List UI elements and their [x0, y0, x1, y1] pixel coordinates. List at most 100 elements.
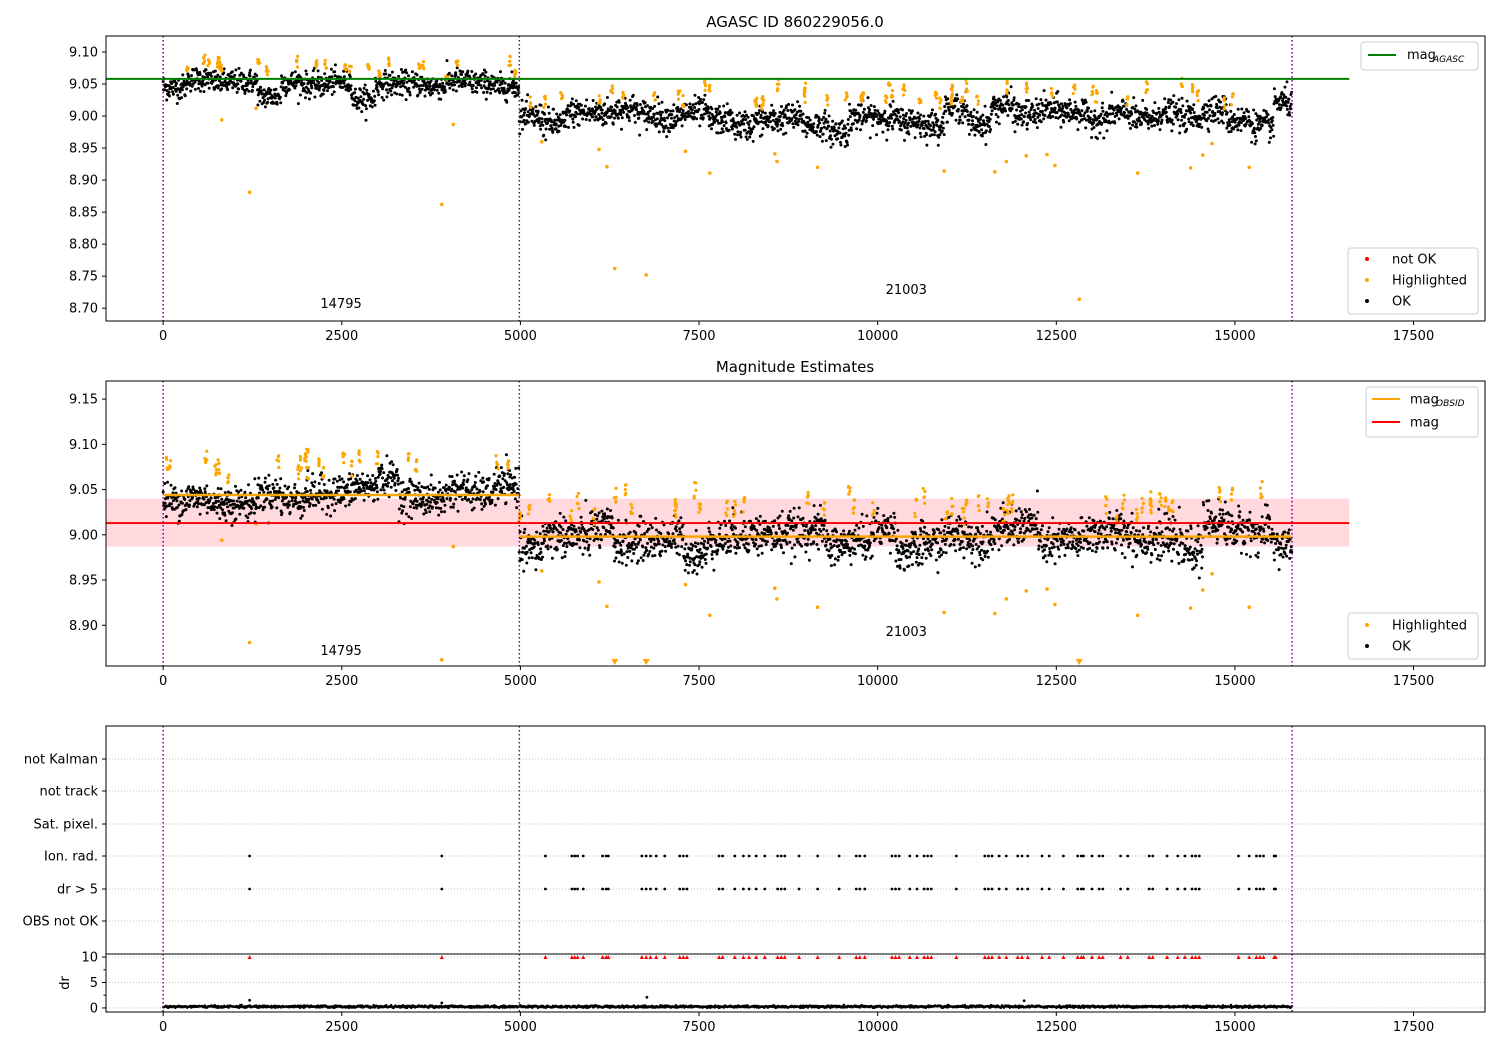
ok-point	[503, 81, 507, 85]
ok-point	[195, 68, 199, 72]
ok-point	[363, 92, 367, 96]
ok-point	[502, 485, 506, 489]
ok-point	[684, 559, 688, 563]
highlighted-point	[343, 67, 347, 71]
ok-point	[496, 497, 500, 501]
ok-point	[627, 116, 631, 119]
ok-point	[660, 549, 664, 553]
highlighted-point	[277, 459, 281, 463]
ok-point	[1105, 129, 1109, 133]
ok-point	[424, 511, 428, 514]
ok-point	[175, 102, 179, 105]
ok-point	[391, 463, 395, 467]
ok-point	[280, 511, 284, 515]
ok-point	[163, 501, 167, 505]
ok-point	[1085, 109, 1089, 113]
legend-marker	[1365, 257, 1369, 261]
ok-point	[473, 481, 477, 484]
legend-label: mag	[1407, 48, 1436, 63]
ok-point	[1090, 136, 1094, 139]
highlighted-point	[965, 81, 969, 85]
ok-point	[1147, 126, 1151, 130]
highlighted-point	[296, 54, 300, 59]
ok-point	[845, 141, 849, 144]
ok-point	[1037, 102, 1041, 106]
ok-point	[1125, 108, 1129, 111]
highlighted-point	[950, 92, 955, 96]
ok-point	[342, 497, 346, 501]
ok-point	[504, 501, 508, 505]
highlighted-point	[324, 66, 328, 70]
ok-point	[907, 132, 911, 136]
ok-point	[1260, 123, 1264, 127]
ok-point	[283, 484, 287, 488]
ok-point	[317, 482, 321, 485]
ok-point	[760, 551, 764, 555]
ok-point	[389, 89, 393, 93]
ok-point	[559, 539, 563, 542]
ok-point	[956, 107, 960, 111]
ok-point	[588, 118, 592, 122]
ok-point	[578, 108, 581, 112]
ok-point	[1145, 111, 1149, 115]
ok-point	[187, 485, 191, 489]
highlighted-outlier	[220, 118, 224, 122]
ok-point	[1252, 126, 1256, 130]
highlighted-point	[349, 464, 354, 468]
highlighted-point	[886, 82, 891, 86]
ok-point	[485, 90, 489, 94]
ok-point	[981, 113, 985, 117]
ok-point	[559, 525, 563, 529]
highlighted-point	[1196, 89, 1201, 93]
ok-point	[450, 475, 454, 479]
ok-point	[408, 477, 412, 481]
ok-point	[730, 127, 734, 131]
ok-point	[235, 90, 239, 94]
ok-point	[180, 513, 184, 516]
highlighted-outlier	[247, 190, 252, 195]
ok-point	[348, 472, 351, 476]
highlighted-point	[185, 68, 189, 73]
highlighted-point	[378, 74, 382, 78]
ok-point	[443, 85, 447, 89]
ok-point	[418, 490, 422, 494]
ok-point	[386, 91, 390, 95]
ok-point	[423, 94, 427, 98]
ok-point	[616, 518, 620, 522]
ok-point	[1034, 97, 1038, 101]
ok-point	[1252, 108, 1256, 112]
ok-point	[529, 551, 533, 555]
ok-point	[491, 87, 495, 91]
ok-point	[1146, 122, 1150, 126]
ok-point	[596, 537, 600, 541]
ok-point	[1187, 120, 1191, 124]
ok-point	[407, 487, 410, 490]
ok-point	[175, 81, 178, 85]
ok-point	[940, 129, 944, 133]
ok-point	[296, 102, 300, 106]
ok-point	[1160, 118, 1164, 122]
ok-point	[1272, 87, 1276, 91]
ok-point	[736, 130, 740, 134]
ok-point	[620, 127, 623, 131]
ok-point	[397, 476, 401, 480]
highlighted-point	[919, 100, 923, 104]
ok-point	[782, 551, 785, 555]
ok-point	[694, 102, 698, 106]
ok-point	[961, 121, 965, 125]
ok-point	[330, 93, 334, 96]
ok-point	[555, 118, 559, 122]
ok-point	[736, 541, 740, 545]
ok-point	[310, 86, 314, 90]
ok-point	[234, 68, 238, 72]
ok-point	[703, 93, 707, 97]
ok-point	[1080, 109, 1084, 113]
ok-point	[716, 107, 720, 111]
highlighted-outlier	[775, 159, 779, 164]
ok-point	[764, 543, 768, 546]
ok-point	[812, 122, 816, 126]
ok-point	[683, 568, 687, 572]
ok-point	[536, 109, 540, 113]
ok-point	[298, 500, 302, 504]
ok-point	[666, 108, 670, 112]
